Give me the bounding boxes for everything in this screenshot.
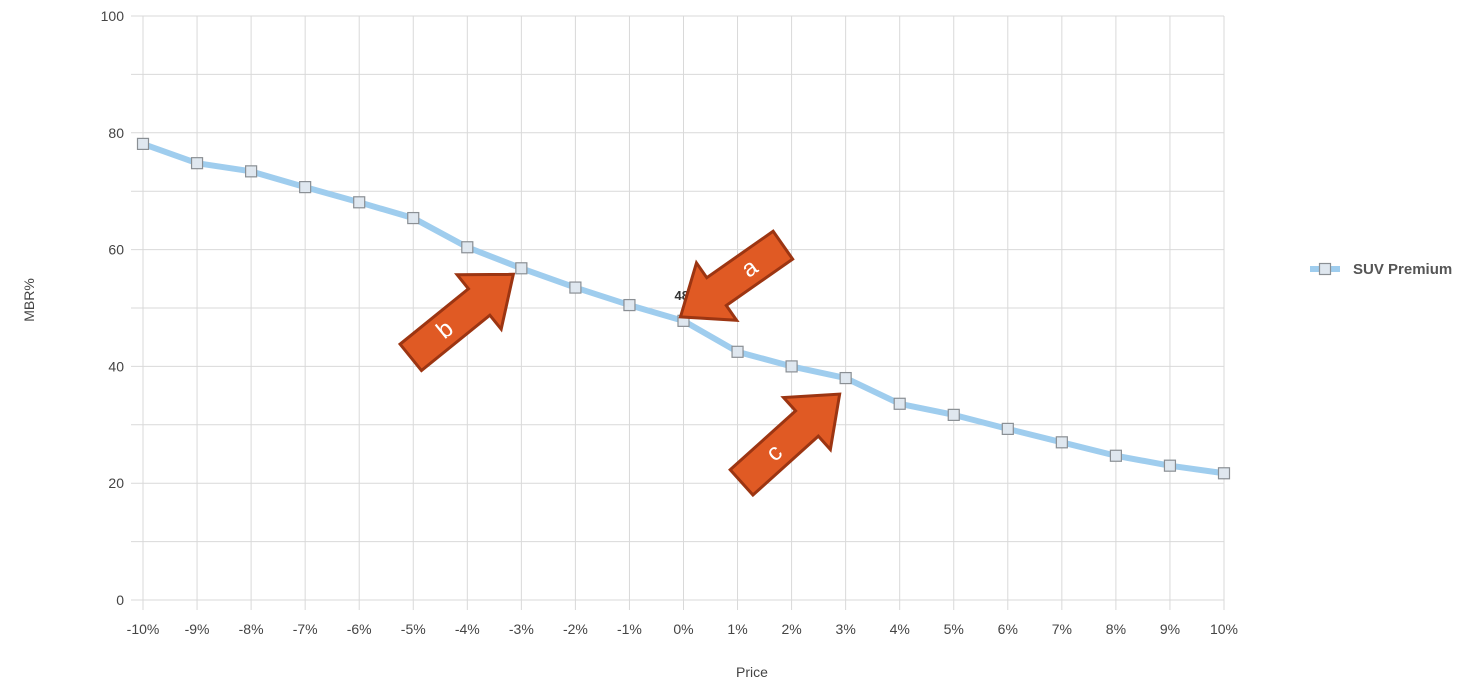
x-tick-label: 3% — [836, 621, 856, 637]
annotation-arrow-b: b — [397, 272, 516, 373]
x-tick-label: -10% — [127, 621, 160, 637]
series-suv-premium — [136, 137, 1231, 480]
x-tick-label: 4% — [890, 621, 910, 637]
x-tick-label: -9% — [185, 621, 210, 637]
legend-label-suv-premium: SUV Premium — [1353, 261, 1452, 278]
x-tick-label: -8% — [239, 621, 264, 637]
data-point — [731, 345, 744, 358]
y-tick-label: 40 — [108, 358, 124, 374]
data-point — [893, 397, 906, 410]
x-tick-label: 0% — [673, 621, 693, 637]
y-tick-label: 0 — [116, 592, 124, 608]
legend[interactable]: SUV Premium — [1310, 261, 1452, 278]
data-point — [1163, 459, 1177, 472]
x-tick-label: -3% — [509, 621, 534, 637]
annotation-arrow-a: a — [678, 229, 795, 322]
x-tick-label: 1% — [727, 621, 747, 637]
x-tick-label: 5% — [944, 621, 964, 637]
x-tick-label: 6% — [998, 621, 1018, 637]
data-point — [515, 262, 528, 275]
x-tick-label: 8% — [1106, 621, 1126, 637]
data-point — [245, 165, 258, 178]
data-point — [299, 181, 312, 194]
grid — [131, 15, 1225, 610]
annotation-arrow-c: c — [728, 392, 842, 498]
data-point — [407, 211, 420, 225]
x-tick-label: 9% — [1160, 621, 1180, 637]
y-tick-label: 60 — [108, 242, 124, 258]
arrow-shape-icon — [678, 229, 795, 322]
data-point — [839, 371, 852, 385]
x-axis-title: Price — [736, 664, 768, 680]
x-tick-label: 2% — [781, 621, 801, 637]
legend-marker-icon — [1318, 262, 1332, 276]
x-tick-label: -2% — [563, 621, 588, 637]
arrow-shape-icon — [397, 272, 516, 373]
data-point — [1109, 449, 1123, 462]
data-point — [1217, 467, 1231, 480]
x-tick-label: -5% — [401, 621, 426, 637]
x-tick-label: 7% — [1052, 621, 1072, 637]
data-point — [1055, 436, 1068, 449]
data-point — [461, 241, 474, 254]
x-tick-label: -1% — [617, 621, 642, 637]
x-tick-label: -7% — [293, 621, 318, 637]
data-point — [947, 408, 960, 421]
data-point — [785, 360, 798, 373]
y-tick-label: 80 — [108, 125, 124, 141]
data-point — [136, 137, 150, 150]
x-axis-ticks: -10% -9% -8% -7% -6% -5% -4% -3% -2% -1% 0% 1% 2% 3% 4… — [127, 621, 1238, 637]
x-tick-label: 10% — [1210, 621, 1238, 637]
y-axis-title: MBR% — [21, 278, 37, 322]
y-tick-label: 100 — [101, 8, 125, 24]
y-axis-ticks: 0 20 40 60 80 100 — [101, 8, 125, 608]
data-point — [353, 196, 366, 209]
x-tick-label: -4% — [455, 621, 480, 637]
data-point — [1001, 422, 1014, 435]
x-tick-label: -6% — [347, 621, 372, 637]
data-point — [569, 281, 582, 294]
annotation-arrows: a b c — [397, 229, 842, 498]
arrow-shape-icon — [728, 392, 842, 498]
y-tick-label: 20 — [108, 475, 124, 491]
data-point — [190, 157, 204, 170]
data-point — [623, 298, 636, 312]
